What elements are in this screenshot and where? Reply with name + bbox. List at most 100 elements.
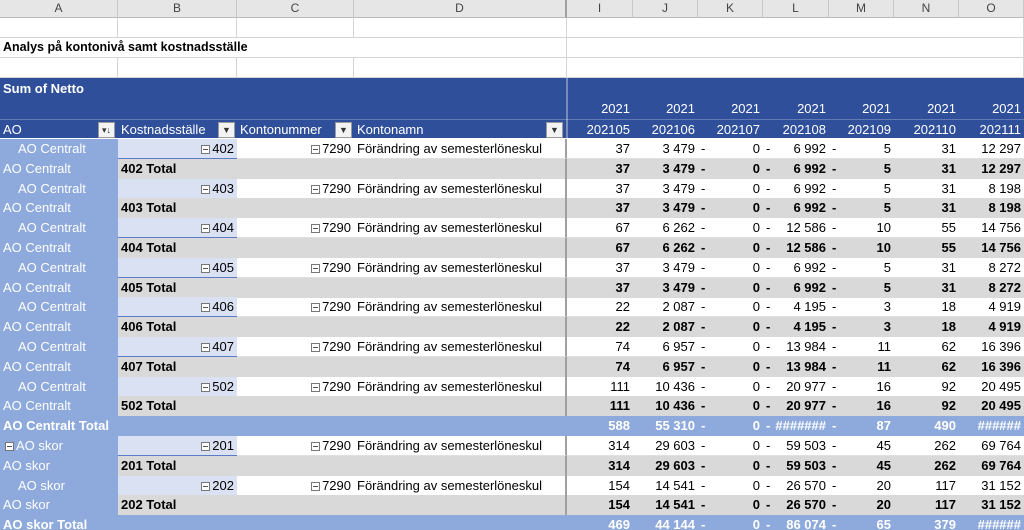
- subtotal-label[interactable]: 201 Total: [118, 455, 567, 476]
- collapse-icon[interactable]: [201, 224, 211, 234]
- value-cell[interactable]: 0: [752, 457, 760, 473]
- value-cell[interactable]: 111: [609, 398, 630, 414]
- collapse-icon[interactable]: [201, 343, 211, 352]
- value-cell[interactable]: 111: [567, 377, 633, 397]
- value-cell[interactable]: 6 992: [763, 139, 829, 159]
- sheet-title[interactable]: Analys på kontonivå samt kostnadsställe: [0, 38, 567, 58]
- collapse-icon[interactable]: [311, 343, 321, 352]
- value-cell[interactable]: 86 074: [786, 517, 826, 530]
- value-cell[interactable]: 37: [567, 258, 633, 278]
- cell[interactable]: [567, 38, 1024, 58]
- value-cell[interactable]: 6 262: [662, 240, 695, 255]
- kontonummer-cell[interactable]: 7290: [237, 337, 354, 357]
- value-cell[interactable]: 69 764: [981, 457, 1021, 473]
- value-cell[interactable]: 59 503: [763, 436, 829, 456]
- value-cell[interactable]: 55 310: [655, 418, 695, 434]
- value-cell[interactable]: 87: [876, 418, 891, 434]
- value-cell[interactable]: 5: [829, 258, 894, 278]
- value-cell[interactable]: 4 195: [793, 319, 826, 335]
- value-cell[interactable]: 31: [894, 139, 959, 159]
- kontonummer-cell[interactable]: 7290: [237, 179, 354, 199]
- ao-cell[interactable]: AO Centralt: [0, 396, 118, 417]
- kostnadsstalle-cell[interactable]: 402: [118, 139, 237, 159]
- grand-total-label[interactable]: AO Centralt Total: [3, 418, 109, 434]
- value-cell[interactable]: 5: [883, 200, 891, 216]
- kostnadsstalle-filter-button[interactable]: ▼: [218, 122, 235, 138]
- value-cell[interactable]: 6 992: [763, 179, 829, 199]
- year-header[interactable]: 2021: [992, 101, 1021, 116]
- period-header[interactable]: 202110: [913, 122, 956, 137]
- ao-cell[interactable]: AO Centralt: [0, 277, 118, 298]
- column-header-j[interactable]: J: [633, 0, 698, 18]
- kostnadsstalle-cell[interactable]: 403: [118, 178, 237, 199]
- value-cell[interactable]: 37: [615, 279, 630, 295]
- value-cell[interactable]: 3 479: [662, 279, 695, 295]
- field-header-kostnadsstalle[interactable]: Kostnadsställe: [118, 120, 237, 140]
- value-cell[interactable]: 31: [894, 258, 959, 278]
- collapse-icon[interactable]: [201, 145, 211, 154]
- value-cell[interactable]: 16: [829, 377, 894, 397]
- value-cell[interactable]: ######: [977, 517, 1021, 530]
- value-cell[interactable]: 0: [698, 139, 763, 159]
- kostnadsstalle-cell[interactable]: 405: [118, 257, 237, 278]
- period-header[interactable]: 202109: [847, 122, 891, 137]
- subtotal-label[interactable]: 404 Total: [118, 238, 567, 258]
- kostnadsstalle-cell[interactable]: 407: [118, 337, 237, 357]
- kontonummer-cell[interactable]: 7290: [237, 139, 354, 159]
- value-cell[interactable]: 13 984: [786, 358, 826, 374]
- value-cell[interactable]: 14 756: [981, 240, 1021, 255]
- value-cell[interactable]: 31: [894, 179, 959, 199]
- value-cell[interactable]: 6 957: [662, 358, 695, 374]
- value-cell[interactable]: 8 198: [988, 200, 1021, 216]
- value-cell[interactable]: 65: [876, 517, 891, 530]
- value-cell[interactable]: 0: [698, 337, 763, 357]
- value-cell[interactable]: 0: [698, 377, 763, 397]
- subtotal-label[interactable]: 406 Total: [118, 317, 567, 338]
- collapse-icon[interactable]: [311, 145, 321, 154]
- value-cell[interactable]: 92: [894, 377, 959, 397]
- value-cell[interactable]: 3 479: [662, 200, 695, 216]
- column-header-k[interactable]: K: [698, 0, 763, 18]
- value-cell[interactable]: 12 586: [786, 240, 826, 255]
- ao-cell[interactable]: AO Centralt: [0, 178, 118, 199]
- value-cell[interactable]: 55: [941, 240, 956, 255]
- value-cell[interactable]: 6 957: [633, 337, 698, 357]
- value-cell[interactable]: 67: [567, 218, 633, 239]
- ao-cell[interactable]: AO Centralt: [0, 337, 118, 357]
- ao-cell[interactable]: AO Centralt: [0, 218, 118, 239]
- column-header-n[interactable]: N: [894, 0, 959, 18]
- value-cell[interactable]: 0: [752, 200, 760, 216]
- column-header-o[interactable]: O: [959, 0, 1024, 18]
- value-cell[interactable]: 18: [894, 297, 959, 318]
- kostnadsstalle-cell[interactable]: 201: [118, 436, 237, 456]
- kontonummer-cell[interactable]: 7290: [237, 258, 354, 278]
- value-cell[interactable]: 490: [934, 418, 956, 434]
- value-cell[interactable]: 74: [615, 358, 630, 374]
- year-header[interactable]: 2021: [862, 101, 891, 116]
- kontonummer-filter-button[interactable]: ▼: [335, 122, 352, 138]
- collapse-icon[interactable]: [311, 303, 321, 313]
- value-cell[interactable]: 4 919: [959, 297, 1024, 318]
- value-cell[interactable]: 154: [567, 476, 633, 496]
- value-cell[interactable]: 12 586: [763, 218, 829, 239]
- year-header[interactable]: 2021: [731, 101, 760, 116]
- cell[interactable]: [237, 18, 354, 38]
- cell[interactable]: [118, 18, 237, 38]
- collapse-icon[interactable]: [201, 442, 211, 451]
- value-cell[interactable]: 5: [883, 279, 891, 295]
- value-cell[interactable]: 18: [941, 319, 956, 335]
- value-cell[interactable]: 29 603: [655, 457, 695, 473]
- collapse-icon[interactable]: [201, 263, 211, 273]
- period-header[interactable]: 202107: [716, 122, 760, 137]
- value-cell[interactable]: 117: [935, 497, 956, 513]
- ao-cell[interactable]: AO skor: [0, 455, 118, 476]
- value-cell[interactable]: 6 992: [793, 279, 826, 295]
- value-cell[interactable]: 37: [615, 160, 630, 176]
- value-cell[interactable]: 31 152: [959, 476, 1024, 496]
- collapse-icon[interactable]: [311, 184, 321, 194]
- value-cell[interactable]: 37: [567, 179, 633, 199]
- value-cell[interactable]: 20: [876, 497, 891, 513]
- collapse-icon[interactable]: [311, 481, 321, 491]
- cell[interactable]: [118, 58, 237, 78]
